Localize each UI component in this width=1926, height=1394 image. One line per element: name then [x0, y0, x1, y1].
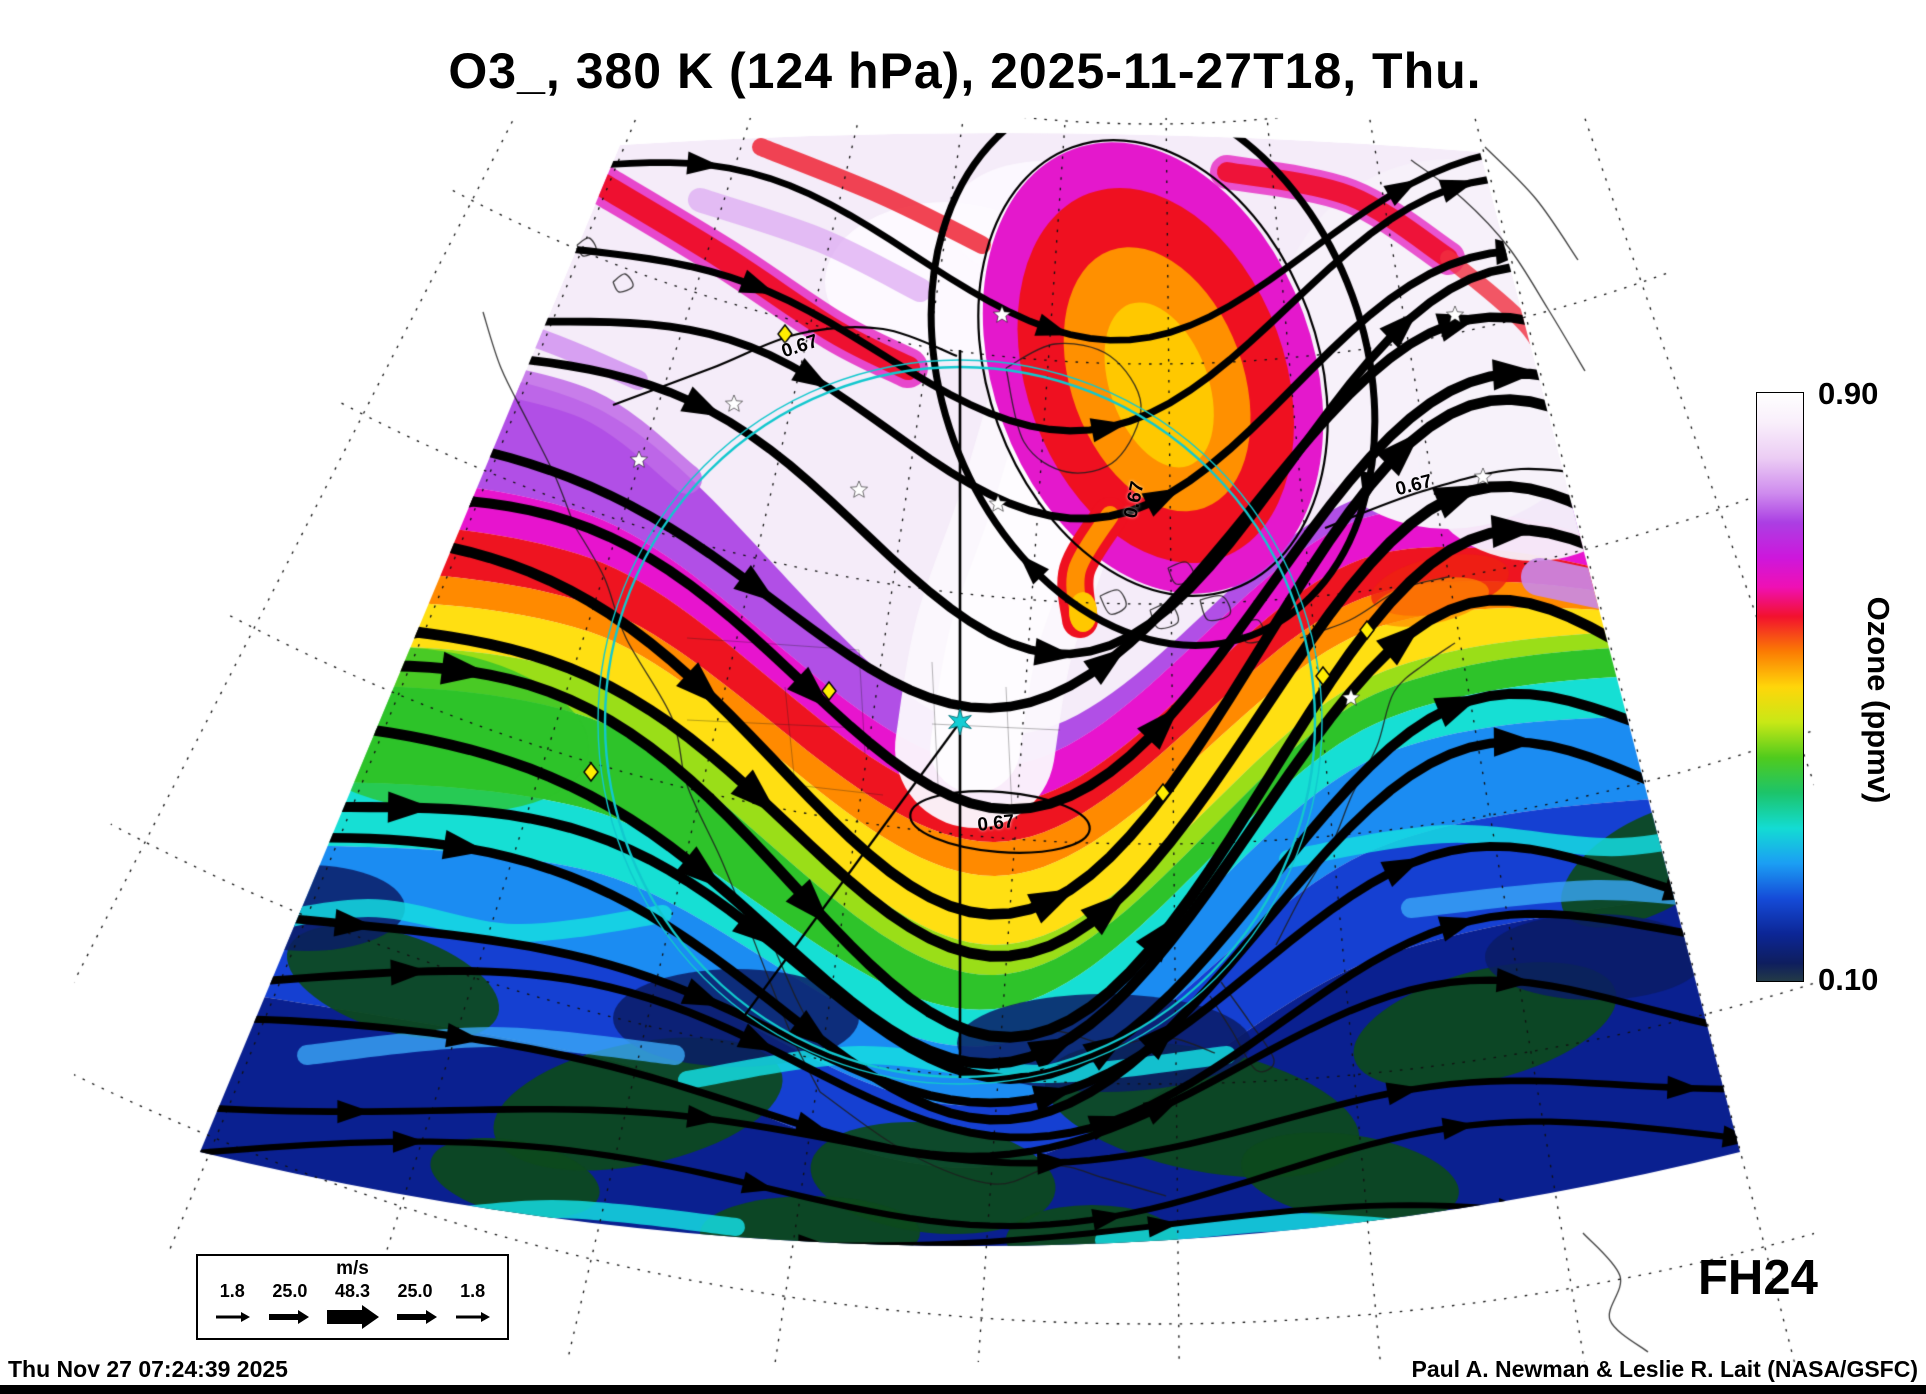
wind-legend-value: 48.3: [334, 1281, 370, 1301]
generation-timestamp: Thu Nov 27 07:24:39 2025: [8, 1356, 288, 1382]
colorbar-gradient: [1756, 392, 1804, 982]
colorbar-min-label: 0.10: [1818, 962, 1879, 997]
wind-legend-unit: m/s: [336, 1258, 369, 1279]
wind-legend-value: 25.0: [397, 1281, 433, 1301]
colorbar-axis-label: Ozone (ppmv): [1861, 596, 1896, 804]
wind-legend-value: 1.8: [219, 1281, 245, 1301]
bottom-divider-bar: [0, 1385, 1926, 1394]
wind-speed-legend: m/s 1.8 25.0 48.3 25.0 1.8: [196, 1254, 509, 1340]
forecast-hour-label: FH24: [1698, 1251, 1818, 1305]
wind-legend-value: 1.8: [460, 1281, 486, 1301]
colorbar-max-label: 0.90: [1818, 376, 1879, 411]
wind-arrow-scale-icon: [215, 1305, 490, 1329]
wind-legend-value: 25.0: [272, 1281, 308, 1301]
credit-text: Paul A. Newman & Leslie R. Lait (NASA/GS…: [1411, 1356, 1918, 1382]
wind-legend-values: 1.8 25.0 48.3 25.0 1.8: [198, 1281, 507, 1302]
